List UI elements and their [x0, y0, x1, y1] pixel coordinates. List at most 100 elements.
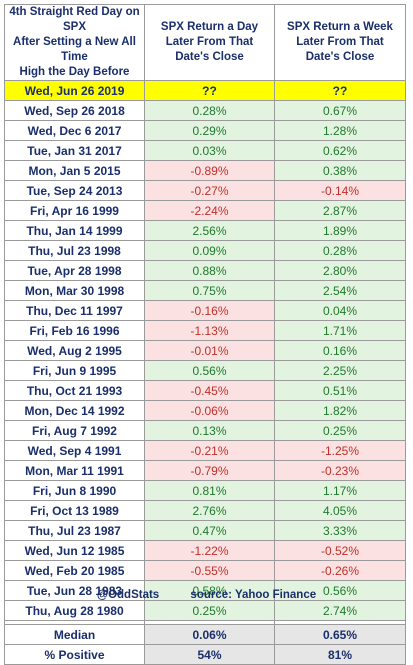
- row-date: Fri, Apr 16 1999: [4, 200, 145, 221]
- row-date: Fri, Aug 7 1992: [4, 420, 145, 441]
- summary-label: Median: [4, 624, 145, 645]
- row-day-return: -0.21%: [144, 440, 275, 461]
- row-week-return: 0.28%: [274, 240, 406, 261]
- row-day-return: -0.45%: [144, 380, 275, 401]
- row-day-return: 0.28%: [144, 100, 275, 121]
- row-day-return: 0.75%: [144, 280, 275, 301]
- table-row: Wed, Aug 2 1995 -0.01% 0.16%: [4, 340, 406, 361]
- row-date: Thu, Jan 14 1999: [4, 220, 145, 241]
- header-day-return-column: SPX Return a Day Later From That Date's …: [144, 4, 275, 81]
- table-row: Wed, Sep 26 2018 0.28% 0.67%: [4, 100, 406, 121]
- row-day-return: -0.06%: [144, 400, 275, 421]
- table-row: Mon, Jan 5 2015 -0.89% 0.38%: [4, 160, 406, 181]
- row-week-return: -0.14%: [274, 180, 406, 201]
- highlight-row: Wed, Jun 26 2019 ?? ??: [4, 80, 406, 101]
- header-line: After Setting a New All Time: [13, 36, 136, 63]
- header-week-return-column: SPX Return a Week Later From That Date's…: [274, 4, 406, 81]
- row-date: Tue, Sep 24 2013: [4, 180, 145, 201]
- row-week-return: 1.89%: [274, 220, 406, 241]
- row-date: Tue, Apr 28 1998: [4, 260, 145, 281]
- row-day-return: 0.81%: [144, 480, 275, 501]
- row-day-return: -2.24%: [144, 200, 275, 221]
- row-week-return: 2.25%: [274, 360, 406, 381]
- table-row: Wed, Jun 12 1985 -1.22% -0.52%: [4, 540, 406, 561]
- table-row: Wed, Feb 20 1985 -0.55% -0.26%: [4, 560, 406, 581]
- row-day-return: 0.29%: [144, 120, 275, 141]
- returns-table: 4th Straight Red Day on SPX After Settin…: [4, 4, 406, 665]
- header-line: Date's Close: [175, 51, 244, 63]
- row-date: Mon, Mar 30 1998: [4, 280, 145, 301]
- table-row: Wed, Sep 4 1991 -0.21% -1.25%: [4, 440, 406, 461]
- header-line: 4th Straight Red Day on SPX: [9, 6, 140, 33]
- row-day-return: 2.76%: [144, 500, 275, 521]
- row-week-return: 2.87%: [274, 200, 406, 221]
- row-day-return: 0.56%: [144, 360, 275, 381]
- summary-week-value: 0.65%: [274, 624, 406, 645]
- table-row: Thu, Jan 14 1999 2.56% 1.89%: [4, 220, 406, 241]
- row-date: Fri, Oct 13 1989: [4, 500, 145, 521]
- row-date: Mon, Mar 11 1991: [4, 460, 145, 481]
- row-week-return: 2.54%: [274, 280, 406, 301]
- header-row: 4th Straight Red Day on SPX After Settin…: [4, 4, 406, 81]
- row-date: Fri, Feb 16 1996: [4, 320, 145, 341]
- row-week-return: 0.38%: [274, 160, 406, 181]
- row-week-return: 1.17%: [274, 480, 406, 501]
- row-day-return: -0.89%: [144, 160, 275, 181]
- table-row: Thu, Aug 28 1980 0.25% 2.74%: [4, 600, 406, 621]
- row-week-return: 0.25%: [274, 420, 406, 441]
- table-row: Thu, Oct 21 1993 -0.45% 0.51%: [4, 380, 406, 401]
- row-day-return: 0.09%: [144, 240, 275, 261]
- row-day-return: -0.16%: [144, 300, 275, 321]
- table-row: Fri, Aug 7 1992 0.13% 0.25%: [4, 420, 406, 441]
- row-week-return: 3.33%: [274, 520, 406, 541]
- table-row: Tue, Jun 28 1983 0.58% 0.56%: [4, 580, 406, 601]
- table-row: Fri, Jun 8 1990 0.81% 1.17%: [4, 480, 406, 501]
- highlight-week-return: ??: [274, 80, 406, 101]
- table-row: Fri, Jun 9 1995 0.56% 2.25%: [4, 360, 406, 381]
- data-source: source: Yahoo Finance: [190, 589, 317, 601]
- row-week-return: 2.74%: [274, 600, 406, 621]
- row-week-return: -1.25%: [274, 440, 406, 461]
- table-row: Fri, Apr 16 1999 -2.24% 2.87%: [4, 200, 406, 221]
- row-date: Wed, Dec 6 2017: [4, 120, 145, 141]
- row-day-return: 0.47%: [144, 520, 275, 541]
- row-date: Fri, Jun 9 1995: [4, 360, 145, 381]
- row-date: Thu, Oct 21 1993: [4, 380, 145, 401]
- header-line: Later From That: [165, 36, 254, 48]
- row-date: Wed, Jun 12 1985: [4, 540, 145, 561]
- row-week-return: -0.52%: [274, 540, 406, 561]
- row-date: Wed, Sep 4 1991: [4, 440, 145, 461]
- row-date: Mon, Dec 14 1992: [4, 400, 145, 421]
- row-week-return: 1.28%: [274, 120, 406, 141]
- row-week-return: 0.56%: [274, 580, 406, 601]
- row-day-return: -0.01%: [144, 340, 275, 361]
- row-day-return: -0.55%: [144, 560, 275, 581]
- row-week-return: -0.26%: [274, 560, 406, 581]
- table-row: Tue, Sep 24 2013 -0.27% -0.14%: [4, 180, 406, 201]
- row-date: Wed, Aug 2 1995: [4, 340, 145, 361]
- row-date: Wed, Feb 20 1985: [4, 560, 145, 581]
- row-date: Tue, Jun 28 1983: [4, 580, 145, 601]
- row-day-return: -1.22%: [144, 540, 275, 561]
- row-date: Thu, Dec 11 1997: [4, 300, 145, 321]
- row-day-return: -0.79%: [144, 460, 275, 481]
- header-line: Date's Close: [305, 51, 375, 63]
- row-week-return: 0.67%: [274, 100, 406, 121]
- row-day-return: 0.58%: [144, 580, 275, 601]
- row-day-return: 0.88%: [144, 260, 275, 281]
- header-line: SPX Return a Day: [160, 21, 259, 33]
- table-row: Tue, Jan 31 2017 0.03% 0.62%: [4, 140, 406, 161]
- row-day-return: -1.13%: [144, 320, 275, 341]
- row-week-return: 0.16%: [274, 340, 406, 361]
- row-week-return: 1.82%: [274, 400, 406, 421]
- row-date: Tue, Jan 31 2017: [4, 140, 145, 161]
- table-row: Fri, Oct 13 1989 2.76% 4.05%: [4, 500, 406, 521]
- row-date: Wed, Sep 26 2018: [4, 100, 145, 121]
- table-row: Thu, Jul 23 1998 0.09% 0.28%: [4, 240, 406, 261]
- table-row: Thu, Jul 23 1987 0.47% 3.33%: [4, 520, 406, 541]
- table-row: Mon, Dec 14 1992 -0.06% 1.82%: [4, 400, 406, 421]
- row-day-return: 2.56%: [144, 220, 275, 241]
- row-date: Thu, Jul 23 1998: [4, 240, 145, 261]
- row-week-return: 2.80%: [274, 260, 406, 281]
- summary-row-median: Median 0.06% 0.65%: [4, 624, 406, 645]
